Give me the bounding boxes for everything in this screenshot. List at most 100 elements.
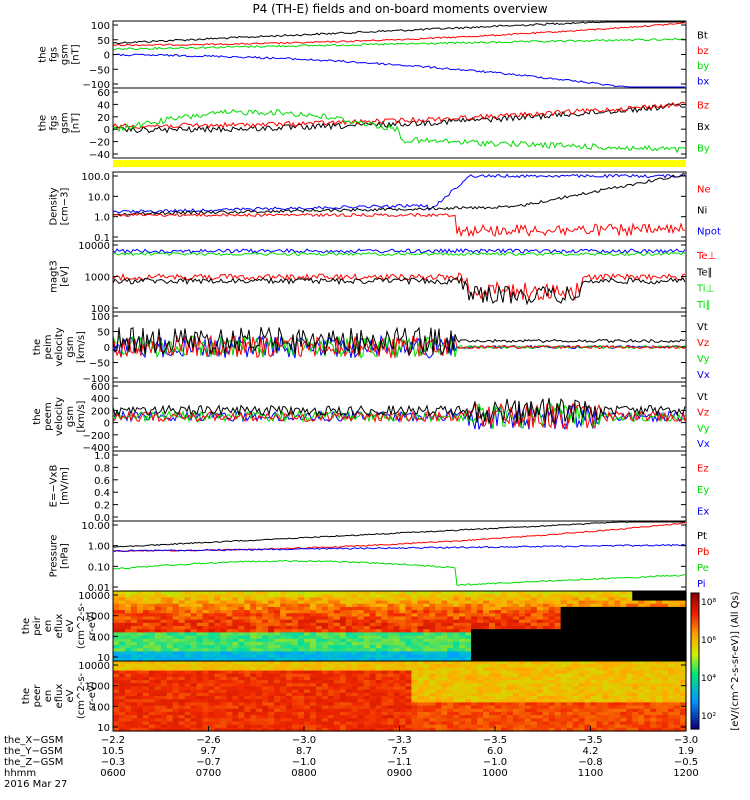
heatmap-cell [339, 632, 347, 637]
heatmap-cell [668, 724, 675, 729]
heatmap-cell [351, 696, 359, 700]
heatmap-cell [375, 654, 383, 659]
heatmap-cell [542, 635, 550, 640]
heatmap-cell [548, 622, 556, 627]
heatmap-cell [292, 667, 299, 672]
heatmap-cell [590, 613, 598, 618]
heatmap-cell [238, 689, 245, 694]
colorbar-swatch [691, 640, 699, 644]
heatmap-cell [160, 692, 168, 697]
heatmap-cell [124, 606, 132, 611]
heatmap-cell [429, 626, 436, 630]
heatmap-cell [154, 616, 162, 621]
heatmap-cell [375, 597, 383, 602]
heatmap-cell [435, 603, 442, 608]
heatmap-cell [387, 626, 395, 630]
heatmap-cell [578, 696, 586, 700]
heatmap-cell [405, 661, 413, 665]
heatmap-cell [292, 718, 299, 723]
heatmap-cell [608, 711, 615, 716]
heatmap-cell [530, 711, 538, 716]
heatmap-cell [512, 603, 520, 608]
heatmap-cell [298, 591, 305, 595]
heatmap-cell [375, 676, 383, 681]
heatmap-cell [602, 654, 610, 659]
heatmap-cell [214, 664, 222, 668]
heatmap-cell [447, 686, 454, 691]
heatmap-cell [620, 711, 627, 716]
heatmap-cell [363, 718, 371, 723]
heatmap-cell [447, 718, 454, 723]
heatmap-cell [542, 670, 550, 675]
heatmap-cell [381, 597, 389, 602]
series-red [112, 334, 686, 359]
heatmap-cell [536, 676, 544, 681]
y-tick-label: 50 [97, 328, 110, 339]
heatmap-cell [584, 689, 592, 694]
heatmap-cell [435, 597, 442, 602]
heatmap-cell [292, 635, 299, 640]
heatmap-cell [130, 705, 138, 710]
series-Npot [112, 173, 686, 214]
heatmap-cell [423, 702, 430, 707]
heatmap-cell [196, 724, 204, 729]
heatmap-cell [321, 600, 329, 605]
heatmap-cell [304, 718, 311, 723]
heatmap-cell [130, 600, 138, 605]
heatmap-cell [453, 689, 460, 694]
heatmap-cell [542, 711, 550, 716]
heatmap-cell [280, 711, 287, 716]
heatmap-cell [465, 705, 472, 710]
heatmap-cell [518, 632, 526, 637]
heatmap-cell [142, 651, 150, 656]
heatmap-cell [124, 711, 132, 716]
heatmap-cell [292, 686, 299, 691]
heatmap-cell [357, 711, 365, 716]
heatmap-cell [530, 696, 538, 700]
heatmap-cell [256, 676, 263, 681]
heatmap-cell [208, 727, 216, 732]
heatmap-cell [405, 667, 413, 672]
heatmap-cell [166, 708, 174, 713]
heatmap-cell [477, 699, 484, 703]
heatmap-cell [184, 715, 192, 719]
heatmap-cell [280, 724, 287, 729]
heatmap-cell [554, 705, 562, 710]
x-tick-label: −3.5 [483, 735, 507, 746]
heatmap-cell [500, 632, 508, 637]
heatmap-cell [650, 702, 657, 707]
y-tick-label: 0 [104, 51, 110, 62]
heatmap-cell [644, 673, 651, 678]
heatmap-cell [214, 680, 222, 684]
heatmap-cell [339, 651, 347, 656]
heatmap-cell [459, 616, 466, 621]
heatmap-cell [483, 699, 490, 703]
heatmap-cell [584, 673, 592, 678]
heatmap-cell [417, 673, 424, 678]
y-tick-label: −40 [89, 150, 110, 161]
heatmap-cell [495, 594, 502, 598]
heatmap-cell [662, 629, 669, 633]
heatmap-cell [459, 676, 466, 681]
heatmap-cell [363, 606, 371, 611]
heatmap-cell [166, 591, 174, 595]
heatmap-cell [268, 600, 275, 605]
heatmap-cell [250, 718, 257, 723]
heatmap-cell [226, 721, 233, 726]
heatmap-cell [142, 673, 150, 678]
heatmap-cell [363, 670, 371, 675]
heatmap-cell [638, 645, 645, 649]
heatmap-cell [674, 594, 681, 598]
heatmap-cell [542, 718, 550, 723]
heatmap-cell [495, 626, 502, 630]
x-tick-label: 1000 [482, 768, 507, 779]
heatmap-cell [309, 676, 317, 681]
heatmap-cell [268, 702, 275, 707]
heatmap-cell [680, 648, 687, 653]
heatmap-cell [304, 673, 311, 678]
heatmap-cell [292, 626, 299, 630]
heatmap-cell [447, 594, 454, 598]
heatmap-cell [614, 696, 621, 700]
heatmap-cell [596, 724, 604, 729]
